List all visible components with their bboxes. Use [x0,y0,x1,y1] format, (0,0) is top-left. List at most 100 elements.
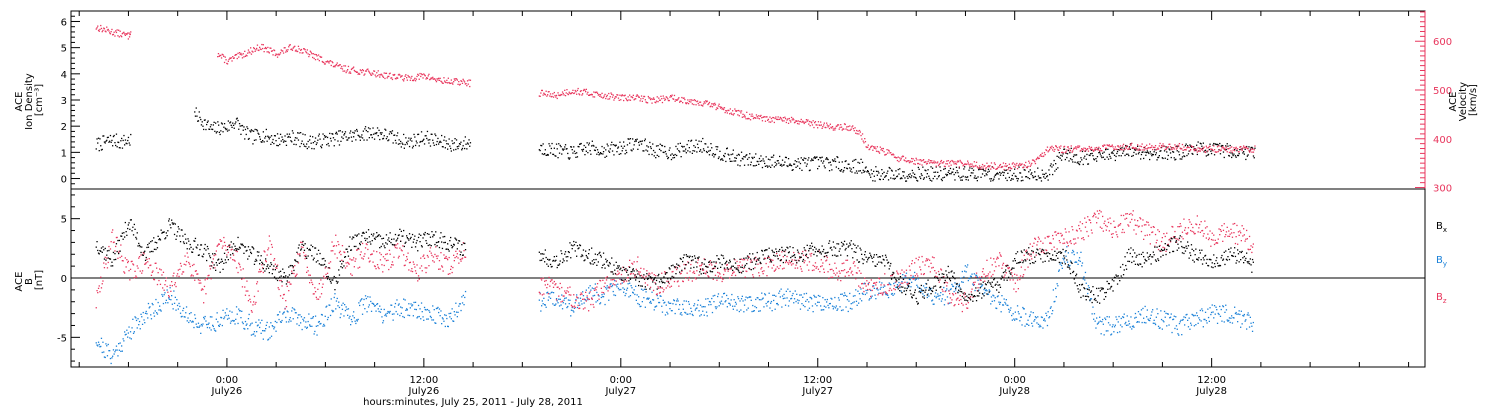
Bz-point [446,257,448,260]
density-point [938,175,940,177]
velocity-point [970,165,972,168]
Bz-point [453,260,455,262]
Bz-point [462,242,464,244]
density-point [315,143,317,146]
By-point [1090,298,1092,300]
By-point [894,281,896,284]
By-point [1219,305,1221,308]
density-point [545,154,547,156]
By-point [165,302,167,304]
density-point [1214,143,1216,145]
By-point [934,292,937,294]
Bz-point [607,290,609,292]
density-point [805,157,807,160]
density-point [308,146,310,148]
By-point [747,307,749,309]
By-point [285,316,287,319]
velocity-point [269,47,271,49]
density-point [1019,172,1021,174]
velocity-point [380,73,382,75]
density-point [378,129,380,131]
By-point [190,312,192,314]
velocity-point [771,120,773,122]
density-point [312,142,314,144]
By-point [314,330,316,333]
density-point [1089,154,1091,157]
By-point [113,353,115,355]
By-point [1237,313,1240,315]
velocity-point [640,95,643,97]
velocity-point [787,118,789,120]
velocity-point [683,97,685,99]
velocity-point [1139,145,1141,147]
velocity-point [454,79,456,81]
Bz-point [296,273,298,275]
By-point [937,293,939,295]
density-point [977,176,979,178]
By-point [737,296,739,298]
By-point [1045,312,1047,314]
velocity-point [890,154,893,156]
By-point [1201,308,1203,310]
velocity-point [1047,151,1049,153]
velocity-point [418,78,420,80]
velocity-point [376,72,378,74]
By-point [118,343,120,345]
velocity-point [594,91,596,94]
velocity-point [323,63,326,65]
density-point [591,145,593,147]
Bz-point [332,245,335,247]
density-point [813,157,815,159]
density-point [945,173,947,175]
velocity-point [1095,148,1097,151]
velocity-point [1203,146,1205,148]
density-point [279,133,282,135]
velocity-point [340,67,342,69]
By-point [261,319,263,321]
density-point [291,130,294,132]
velocity-point [655,102,657,104]
velocity-point [417,73,419,75]
By-point [1115,316,1117,318]
By-point [1122,316,1125,319]
By-point [1184,316,1187,319]
density-point [119,147,121,149]
By-point [848,300,850,302]
velocity-point [840,124,842,126]
velocity-point [834,127,837,129]
By-point [291,307,294,309]
velocity-point [1189,150,1191,152]
density-point [374,132,376,134]
velocity-point [545,90,547,92]
Bz-point [103,262,105,264]
Bz-point [591,298,593,300]
density-point [209,126,212,128]
By-point [691,313,693,316]
velocity-point [238,56,240,58]
density-point [1007,172,1009,174]
Bz-point [598,298,600,300]
By-point [1204,311,1207,313]
velocity-point [737,109,740,112]
By-point [986,290,988,292]
By-point [207,323,209,325]
density-point [974,175,976,177]
By-point [411,304,414,306]
velocity-point [254,50,256,52]
By-point [155,298,157,301]
Bz-point [121,255,123,257]
By-point [1024,325,1026,327]
velocity-point [667,99,670,102]
velocity-point [572,89,574,91]
By-point [238,310,241,312]
Bz-point [546,287,548,289]
velocity-point [284,47,286,49]
density-point [814,157,817,159]
velocity-point [1127,148,1129,151]
By-point [318,320,320,323]
By-point [196,326,198,328]
By-point [1043,318,1046,320]
velocity-point [964,163,966,165]
By-point [812,311,814,313]
velocity-axis-label: ACE Velocity [km/s] [1448,79,1479,121]
